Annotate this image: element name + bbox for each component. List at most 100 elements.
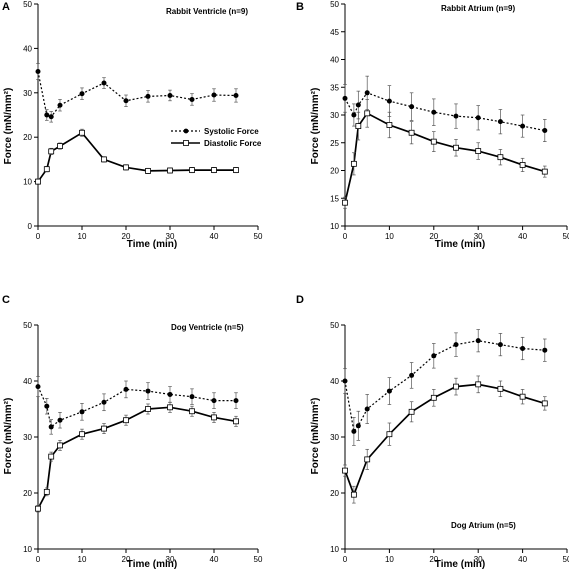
panel-d-systolic-point: [342, 378, 348, 384]
panel-c-diastolic-point: [123, 417, 129, 424]
panel-d-y-tick-label: 20: [330, 489, 339, 498]
panel-a-x-tick-label: 10: [78, 232, 87, 241]
panel-a: A Rabbit Ventricle (n=9) Time (min) Forc…: [2, 0, 263, 250]
legend-diastolic-label: Diastolic Force: [204, 139, 262, 148]
panel-a-diastolic-point: [211, 167, 217, 173]
panel-b-systolic-point: [475, 115, 481, 121]
panel-d-x-tick-label: 10: [385, 555, 394, 564]
panel-b-systolic-point: [364, 90, 370, 96]
panel-c-systolic-point: [211, 398, 217, 404]
panel-a-diastolic-point: [48, 148, 55, 155]
panel-b-diastolic-point: [364, 110, 371, 117]
panel-b-systolic-point: [342, 95, 348, 101]
panel-d-diastolic-point: [430, 394, 437, 401]
panel-c-ylabel: Force (mN/mm²): [3, 398, 14, 475]
panel-b-plot: 0 10 20 30 40 50 10 15 20 25 30 35 40 45 50: [330, 0, 569, 241]
panel-c-systolic-point: [189, 394, 195, 400]
panel-b-diastolic-point: [541, 168, 548, 175]
panel-b-title: Rabbit Atrium (n=9): [441, 4, 515, 13]
panel-d-systolic-line: [344, 340, 545, 433]
panel-b-x-tick-label: 50: [563, 232, 569, 241]
panel-b-systolic-point: [497, 119, 503, 125]
panel-b-letter: B: [296, 1, 304, 13]
panel-d-diastolic-point: [453, 383, 459, 390]
panel-c-diastolic-point: [233, 418, 239, 425]
panel-a-systolic-point: [48, 114, 54, 120]
panel-a-systolic-point: [189, 96, 195, 102]
panel-c-diastolic-point: [145, 406, 151, 412]
panel-b-systolic-point: [355, 102, 361, 108]
panel-c-diastolic-point: [35, 505, 41, 512]
panel-b-diastolic-point: [386, 122, 393, 128]
panel-b-y-tick-label: 20: [330, 167, 339, 176]
panel-d-diastolic-point: [519, 393, 526, 400]
panel-d-diastolic-point: [541, 400, 548, 407]
panel-a-diastolic-point: [145, 168, 151, 174]
panel-d-title: Dog Atrium (n=5): [451, 521, 516, 530]
panel-b-x-tick-label: 20: [429, 232, 438, 241]
panel-c-systolic-point: [233, 398, 239, 404]
panel-a-diastolic-point: [57, 143, 63, 149]
panel-b-diastolic-point: [453, 144, 459, 151]
panel-b-y-tick-label: 35: [330, 83, 339, 92]
panel-b-systolic-point: [542, 128, 548, 134]
panel-c-y-tick-label: 10: [23, 545, 32, 554]
panel-b-x-tick-label: 40: [518, 232, 527, 241]
panel-a-systolic-point: [57, 102, 63, 108]
panel-a-letter: A: [2, 1, 10, 13]
panel-a-systolic-point: [233, 92, 239, 98]
panel-a-diastolic-point: [233, 167, 239, 173]
legend-systolic-marker: [183, 128, 189, 134]
panel-d-ylabel: Force (mN/mm²): [310, 398, 321, 475]
panel-c-y-tick-label: 40: [23, 377, 32, 386]
panel-b-diastolic-point: [430, 138, 437, 145]
panel-a-systolic-point: [35, 68, 41, 74]
panel-c-systolic-point: [79, 409, 85, 415]
panel-a-diastolic-point: [43, 166, 50, 173]
panel-b-systolic-point: [520, 123, 526, 129]
panel-b-systolic-point: [431, 109, 437, 115]
panel-a-x-tick-label: 30: [166, 232, 175, 241]
panel-c-x-tick-label: 40: [210, 555, 219, 564]
panel-b-systolic-line: [344, 92, 545, 132]
panel-c-x-tick-label: 0: [36, 555, 41, 564]
panel-d-diastolic-point: [342, 467, 348, 474]
panel-c-diastolic-point: [167, 404, 173, 411]
panel-a-title: Rabbit Ventricle (n=9): [166, 7, 248, 16]
panel-c-diastolic-point: [101, 425, 107, 432]
panel-b-diastolic-point: [350, 160, 357, 167]
panel-b-ylabel: Force (mN/mm²): [310, 88, 321, 165]
panel-c-systolic-line: [37, 386, 236, 428]
panel-d-x-tick-label: 40: [518, 555, 527, 564]
panel-a-systolic-point: [211, 92, 217, 98]
panel-c-systolic-point: [145, 388, 151, 394]
panel-c-diastolic-point: [189, 408, 195, 415]
panel-c-y-tick-label: 50: [23, 321, 32, 330]
panel-d-systolic-point: [520, 346, 526, 352]
panel-b-systolic-point: [351, 112, 357, 118]
panel-b-diastolic-point: [497, 154, 504, 161]
panel-b-xlabel: Time (min): [435, 239, 485, 250]
panel-d-diastolic-point: [497, 385, 504, 392]
panel-a-y-tick-label: 20: [23, 133, 32, 142]
panel-d-diastolic-point: [364, 456, 371, 463]
panel-c-title: Dog Ventricle (n=5): [171, 323, 244, 332]
panel-b-systolic-point: [409, 104, 415, 110]
panel-a-diastolic-point: [189, 167, 195, 173]
panel-b-y-tick-label: 45: [330, 28, 339, 37]
panel-a-systolic-point: [145, 93, 151, 99]
panel-d-letter: D: [296, 294, 304, 306]
panel-d-y-tick-label: 40: [330, 377, 339, 386]
panel-b-y-tick-label: 30: [330, 111, 339, 120]
panel-d-systolic-point: [497, 342, 503, 348]
panel-d: D Dog Atrium (n=5) Time (min) Force (mN/…: [296, 294, 569, 570]
panel-c-x-tick-label: 30: [166, 555, 175, 564]
panel-a-diastolic-point: [101, 156, 107, 163]
panel-d-systolic-point: [355, 423, 361, 429]
panel-a-systolic-point: [167, 92, 173, 98]
panel-a-plot: 0 10 20 30 40 50 0 10 20 30 40 50: [23, 0, 263, 241]
panel-d-systolic-point: [453, 342, 459, 348]
panel-b-diastolic-point: [342, 199, 348, 206]
panel-d-y-tick-label: 30: [330, 433, 339, 442]
